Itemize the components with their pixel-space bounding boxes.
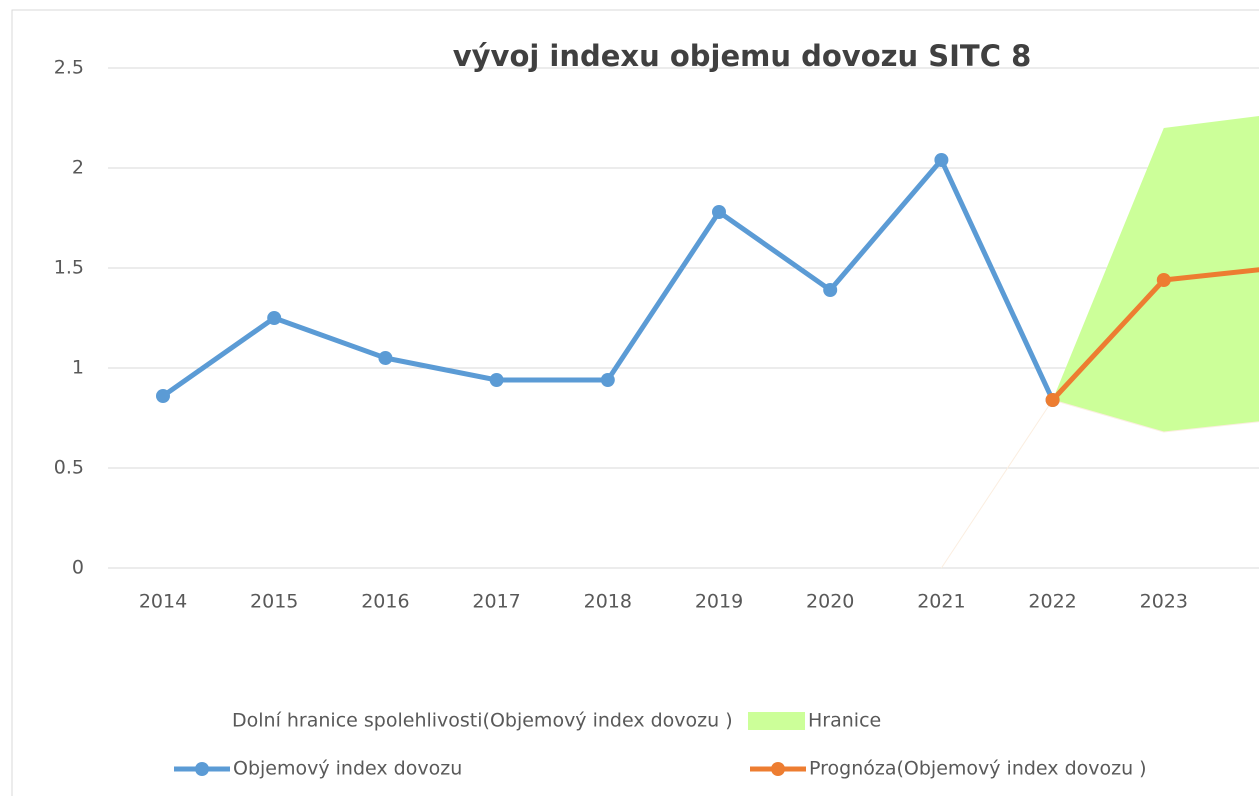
legend-marker (771, 762, 785, 776)
x-tick-label: 2020 (806, 591, 854, 613)
legend-swatch (748, 712, 805, 730)
x-tick-label: 2014 (139, 591, 187, 613)
plot-area: 0 0.5 1 1.5 2 2.5 2014 2015 2016 2017 2018 2019 2020… (54, 57, 1259, 613)
point-marker (156, 389, 170, 403)
series-line (940, 399, 1259, 569)
x-tick-label: 2022 (1028, 591, 1076, 613)
y-tick-label: 2 (72, 157, 84, 179)
point-marker (934, 153, 949, 167)
point-marker (712, 205, 726, 219)
point-marker (267, 311, 282, 325)
point-marker (1156, 273, 1171, 287)
y-tick-label: 0.5 (54, 457, 84, 479)
y-tick-label: 1 (72, 357, 84, 379)
legend-label: Prognóza(Objemový index dovozu ) (809, 758, 1147, 780)
point-marker (1045, 393, 1060, 407)
band-area (1052, 116, 1259, 432)
legend-marker (195, 762, 209, 776)
x-tick-label: 2018 (584, 591, 632, 613)
point-marker (600, 373, 615, 387)
legend-label: Dolní hranice spolehlivosti(Objemový ind… (232, 710, 733, 732)
x-tick-label: 2021 (917, 591, 965, 613)
legend-label: Objemový index dovozu (233, 758, 462, 780)
y-tick-label: 1.5 (54, 257, 84, 279)
y-tick-label: 0 (72, 557, 84, 579)
x-tick-label: 2015 (250, 591, 298, 613)
point-marker (489, 373, 504, 387)
x-tick-label: 2017 (472, 591, 520, 613)
point-marker (378, 351, 393, 365)
y-tick-label: 2.5 (54, 57, 84, 79)
legend-label: Hranice (808, 710, 881, 732)
x-tick-label: 2019 (695, 591, 743, 613)
point-marker (823, 283, 838, 297)
x-tick-label: 2016 (361, 591, 409, 613)
chart-title: vývoj indexu objemu dovozu SITC 8 (453, 39, 1032, 73)
x-tick-label: 2023 (1140, 591, 1188, 613)
